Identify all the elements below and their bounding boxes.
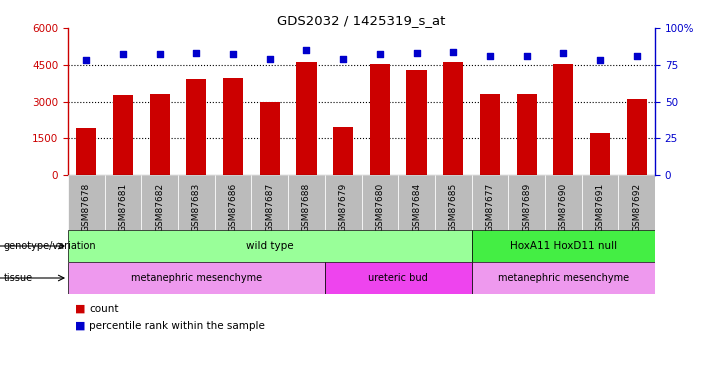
- Point: [521, 53, 532, 59]
- Bar: [68, 262, 325, 294]
- Bar: [297, 62, 317, 175]
- Text: HoxA11 HoxD11 null: HoxA11 HoxD11 null: [510, 241, 617, 251]
- Bar: [149, 94, 170, 175]
- Bar: [104, 175, 142, 230]
- Text: GSM87681: GSM87681: [118, 183, 128, 232]
- Point: [338, 56, 349, 62]
- Bar: [252, 175, 288, 230]
- Point: [301, 47, 312, 53]
- Bar: [472, 175, 508, 230]
- Point: [631, 53, 642, 59]
- Point: [118, 51, 129, 57]
- Bar: [325, 262, 472, 294]
- Bar: [545, 175, 582, 230]
- Text: GSM87683: GSM87683: [192, 183, 201, 232]
- Bar: [627, 99, 647, 175]
- Point: [374, 51, 386, 57]
- Point: [594, 57, 606, 63]
- Bar: [590, 134, 610, 175]
- Point: [191, 50, 202, 56]
- Bar: [223, 78, 243, 175]
- Point: [81, 57, 92, 63]
- Bar: [443, 62, 463, 175]
- Text: genotype/variation: genotype/variation: [4, 241, 96, 251]
- Bar: [215, 175, 252, 230]
- Text: GSM87685: GSM87685: [449, 183, 458, 232]
- Text: GSM87688: GSM87688: [302, 183, 311, 232]
- Text: GSM87689: GSM87689: [522, 183, 531, 232]
- Text: GSM87684: GSM87684: [412, 183, 421, 232]
- Text: GSM87679: GSM87679: [339, 183, 348, 232]
- Bar: [68, 230, 472, 262]
- Text: ■: ■: [75, 304, 86, 314]
- Point: [264, 56, 275, 62]
- Text: ■: ■: [75, 321, 86, 331]
- Bar: [508, 175, 545, 230]
- Bar: [259, 102, 280, 175]
- Bar: [582, 175, 618, 230]
- Text: GSM87691: GSM87691: [595, 183, 604, 232]
- Bar: [76, 129, 97, 175]
- Point: [448, 48, 459, 54]
- Bar: [479, 94, 500, 175]
- Bar: [472, 262, 655, 294]
- Text: GSM87692: GSM87692: [632, 183, 641, 232]
- Text: count: count: [89, 304, 118, 314]
- Text: metanephric mesenchyme: metanephric mesenchyme: [131, 273, 262, 283]
- Text: GSM87678: GSM87678: [82, 183, 91, 232]
- Point: [154, 51, 165, 57]
- Bar: [113, 95, 133, 175]
- Bar: [553, 63, 573, 175]
- Text: percentile rank within the sample: percentile rank within the sample: [89, 321, 265, 331]
- Text: GSM87680: GSM87680: [375, 183, 384, 232]
- Bar: [68, 175, 104, 230]
- Bar: [517, 94, 537, 175]
- Title: GDS2032 / 1425319_s_at: GDS2032 / 1425319_s_at: [278, 14, 446, 27]
- Point: [558, 50, 569, 56]
- Text: GSM87687: GSM87687: [265, 183, 274, 232]
- Bar: [333, 127, 353, 175]
- Bar: [186, 80, 207, 175]
- Point: [228, 51, 239, 57]
- Text: tissue: tissue: [4, 273, 33, 283]
- Bar: [472, 230, 655, 262]
- Text: GSM87686: GSM87686: [229, 183, 238, 232]
- Point: [484, 53, 496, 59]
- Bar: [288, 175, 325, 230]
- Text: metanephric mesenchyme: metanephric mesenchyme: [498, 273, 629, 283]
- Bar: [142, 175, 178, 230]
- Point: [411, 50, 422, 56]
- Text: GSM87682: GSM87682: [155, 183, 164, 232]
- Bar: [435, 175, 472, 230]
- Bar: [618, 175, 655, 230]
- Text: ureteric bud: ureteric bud: [368, 273, 428, 283]
- Text: GSM87690: GSM87690: [559, 183, 568, 232]
- Bar: [178, 175, 215, 230]
- Text: GSM87677: GSM87677: [485, 183, 494, 232]
- Text: wild type: wild type: [246, 241, 294, 251]
- Bar: [369, 63, 390, 175]
- Bar: [407, 70, 427, 175]
- Bar: [362, 175, 398, 230]
- Bar: [398, 175, 435, 230]
- Bar: [325, 175, 362, 230]
